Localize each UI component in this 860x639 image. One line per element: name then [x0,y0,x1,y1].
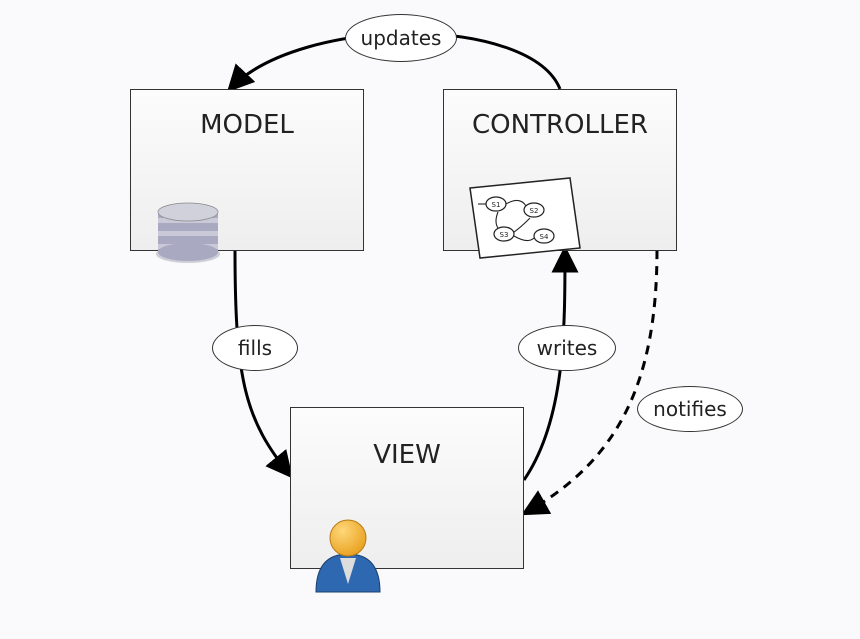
node-model: MODEL [130,89,364,251]
node-view: VIEW [290,407,524,569]
node-model-title: MODEL [131,110,363,140]
edge-label-fills: fills [212,325,298,371]
node-view-title: VIEW [291,440,523,470]
node-controller-title: CONTROLLER [444,110,676,140]
edge-notifies [525,250,657,513]
edge-label-writes: writes [518,325,616,371]
node-controller: CONTROLLER [443,89,677,251]
edge-label-updates: updates [345,14,457,62]
edge-label-notifies: notifies [637,386,743,432]
